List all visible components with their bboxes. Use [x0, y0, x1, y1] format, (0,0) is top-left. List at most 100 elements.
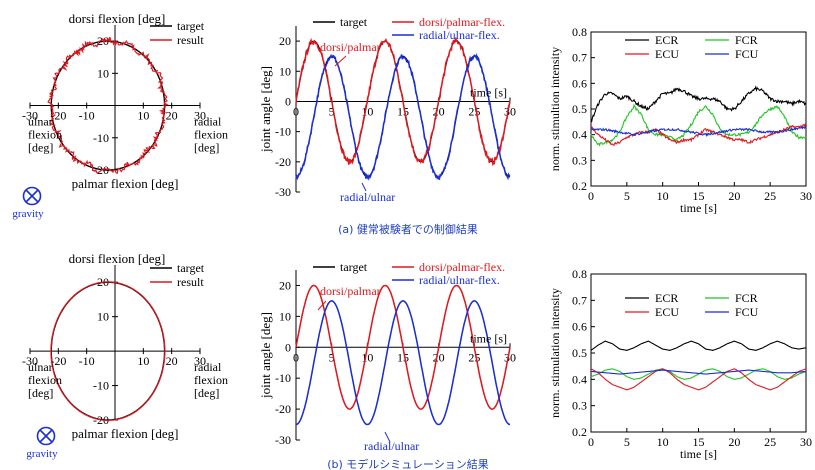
y-tick-label: 0.8: [572, 25, 587, 39]
y-tick-label: 0.7: [572, 293, 587, 307]
y-axis-label: norm. stimultion intensity: [548, 47, 562, 171]
x-tick-label: 20: [433, 350, 445, 364]
y-tick-label: -30: [275, 433, 291, 447]
series-ECU: [590, 123, 807, 146]
caption-a: (a) 健常被験者での制御結果: [338, 222, 478, 236]
legend-label-ECU: ECU: [655, 305, 679, 319]
legend-label-target: target: [177, 19, 205, 33]
x-tick-label: 0: [588, 435, 594, 449]
x-tick-label: 5: [329, 104, 335, 118]
series-dorsi-palmar-flex-: [295, 284, 511, 410]
axis-label-top: dorsi flexion [deg]: [69, 11, 166, 26]
series-radial-ulnar-flex-: [295, 300, 511, 426]
y-axis-label: joint angle [deg]: [258, 312, 273, 399]
gravity-icon-circle: [22, 186, 42, 206]
x-tick-label: 20: [728, 189, 740, 203]
x-tick-label: 5: [624, 435, 630, 449]
legend-label-FCR: FCR: [735, 33, 758, 47]
annotation-pointer-dorsi: [317, 300, 327, 311]
legend-label-result: result: [177, 275, 204, 289]
series-ECR: [590, 85, 807, 123]
x-tick-label: 0: [293, 104, 299, 118]
series-FCU: [590, 125, 807, 138]
x-tick-label: 10: [361, 104, 373, 118]
y-tick-label: -30: [275, 185, 291, 199]
axis-label-right: flexion: [194, 373, 228, 387]
y-tick-label: 0.5: [572, 346, 587, 360]
x-axis-label: time [s]: [680, 201, 717, 215]
axis-label-left: [deg]: [28, 386, 53, 400]
x-tick-label: 10: [137, 109, 149, 123]
series-ECR: [590, 340, 807, 351]
gravity-icon-cross-2: [39, 429, 53, 443]
annotation-pointer-radial: [384, 431, 391, 443]
annotation-radial-ulnar: radial/ulnar: [364, 439, 419, 453]
y-tick-label: 0.6: [572, 76, 587, 90]
axis-label-left: ulnar: [28, 115, 53, 129]
axis-label-right: radial: [194, 115, 222, 129]
annotation-dorsi-palmar: dorsi/palmar: [320, 40, 381, 54]
axis-label-right: radial: [194, 360, 222, 374]
x-tick-label: 20: [166, 109, 178, 123]
annotation-pointer-radial: [361, 182, 367, 192]
legend-label-radial: radial/ulnar-flex.: [419, 28, 500, 42]
legend-label-ECR: ECR: [655, 291, 678, 305]
x-tick-label: 30: [504, 350, 516, 364]
annotation-radial-ulnar: radial/ulnar: [340, 190, 395, 204]
axis-label-left: flexion: [28, 373, 62, 387]
legend-label-target: target: [340, 260, 368, 274]
y-tick-label: 0.5: [572, 102, 587, 116]
x-tick-label: -10: [79, 109, 95, 123]
legend-label-target: target: [340, 15, 368, 29]
x-tick-label: 20: [728, 435, 740, 449]
axis-label-top: dorsi flexion [deg]: [69, 251, 166, 266]
axis-label-left: flexion: [28, 128, 62, 142]
x-axis-label: time [s]: [470, 85, 507, 99]
caption-b: (b) モデルシミュレーション結果: [327, 457, 489, 470]
x-tick-label: 0: [588, 189, 594, 203]
trajectory-result: [50, 281, 166, 421]
y-tick-label: 20: [279, 278, 291, 292]
x-axis-label: time [s]: [680, 447, 717, 461]
x-tick-label: 30: [194, 109, 206, 123]
gravity-icon-cross-2: [25, 189, 39, 203]
trajectory-result: [47, 36, 169, 174]
x-tick-label: 10: [137, 354, 149, 368]
y-tick-label: 10: [279, 64, 291, 78]
y-tick-label: 10: [97, 66, 109, 80]
x-tick-label: -10: [79, 354, 95, 368]
y-tick-label: 0.4: [572, 372, 587, 386]
y-tick-label: -20: [275, 155, 291, 169]
legend-label-dorsi: dorsi/palmar-flex.: [419, 260, 505, 274]
x-tick-label: 15: [397, 350, 409, 364]
axis-label-left: ulnar: [28, 360, 53, 374]
x-tick-label: 10: [657, 189, 669, 203]
legend-label-result: result: [177, 33, 204, 47]
x-tick-label: 10: [361, 350, 373, 364]
annotation-pointer-dorsi: [334, 55, 347, 67]
y-tick-label: 0.3: [572, 399, 587, 413]
legend-label-FCR: FCR: [735, 291, 758, 305]
x-tick-label: 25: [468, 104, 480, 118]
series-FCR: [590, 368, 807, 380]
axis-label-right: [deg]: [194, 386, 219, 400]
plot-frame: [590, 273, 807, 433]
x-tick-label: 20: [166, 354, 178, 368]
panel-b-stimulation-plot: 0.8 0.7 0.6 0.5 0.4 0.3 0.20 5 10 15 20 25 30 norm. s…: [548, 267, 812, 461]
x-tick-label: 25: [764, 189, 776, 203]
y-tick-label: 0.2: [572, 425, 587, 439]
y-tick-label: 0.2: [572, 179, 587, 193]
x-tick-label: 0: [293, 350, 299, 364]
y-tick-label: 10: [279, 309, 291, 323]
x-tick-label: 25: [764, 435, 776, 449]
gravity-direction-icon: [22, 186, 42, 206]
gravity-direction-icon: [36, 426, 56, 446]
x-tick-label: 15: [693, 435, 705, 449]
y-tick-label: 20: [279, 34, 291, 48]
y-axis-label: norm. stimulation intensity: [548, 288, 562, 418]
legend-label-ECR: ECR: [655, 33, 678, 47]
x-tick-label: 15: [397, 104, 409, 118]
axis-label-bottom: palmar flexion [deg]: [72, 426, 179, 441]
